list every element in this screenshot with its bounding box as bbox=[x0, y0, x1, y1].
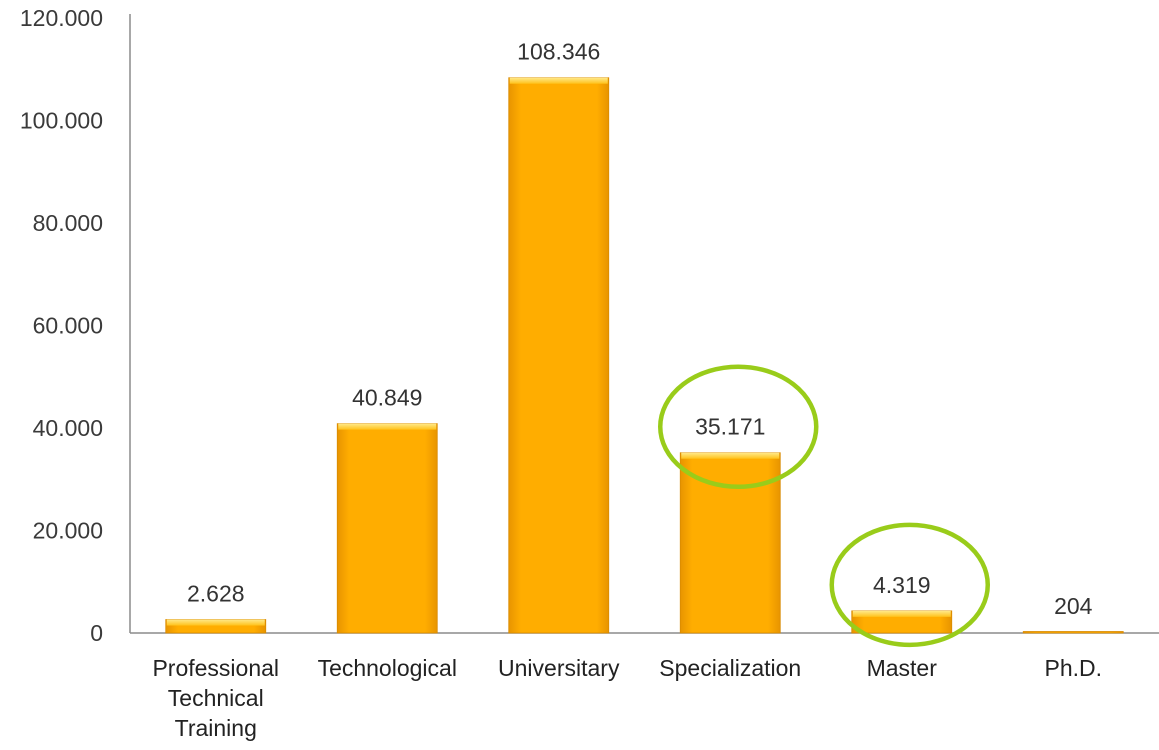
bar-group bbox=[336, 423, 438, 634]
x-category-label: Specialization bbox=[659, 655, 801, 681]
y-tick-label: 0 bbox=[90, 620, 103, 646]
y-tick-label: 100.000 bbox=[20, 108, 103, 134]
y-tick-label: 80.000 bbox=[33, 210, 103, 236]
bar bbox=[1022, 631, 1124, 634]
x-category-label: Training bbox=[175, 715, 257, 741]
x-category-label: Professional bbox=[152, 655, 279, 681]
bar-group bbox=[679, 452, 781, 634]
data-label: 4.319 bbox=[873, 572, 931, 598]
data-label: 2.628 bbox=[187, 581, 245, 607]
x-category-label: Master bbox=[867, 655, 938, 681]
bar-group bbox=[1022, 631, 1124, 634]
y-tick-label: 60.000 bbox=[33, 313, 103, 339]
x-category-label: Universitary bbox=[498, 655, 620, 681]
x-category-label: Technological bbox=[318, 655, 457, 681]
bar-top-highlight bbox=[509, 77, 608, 84]
y-tick-label: 120.000 bbox=[20, 5, 103, 31]
data-label: 40.849 bbox=[352, 385, 422, 411]
bar-top-highlight bbox=[166, 619, 265, 626]
data-label: 35.171 bbox=[695, 414, 765, 440]
y-tick-label: 20.000 bbox=[33, 518, 103, 544]
bar-group bbox=[508, 77, 610, 634]
data-label: 108.346 bbox=[517, 39, 600, 65]
bar-top-highlight bbox=[681, 452, 780, 459]
bar-top-highlight bbox=[852, 610, 951, 617]
bar bbox=[508, 77, 610, 634]
bar bbox=[679, 452, 781, 634]
bar-group bbox=[851, 610, 953, 634]
highlight-ring bbox=[658, 364, 819, 489]
data-label: 204 bbox=[1054, 593, 1093, 619]
x-category-label: Technical bbox=[168, 685, 264, 711]
bar-group bbox=[165, 619, 267, 634]
bar bbox=[336, 423, 438, 634]
bar-top-highlight bbox=[338, 423, 437, 430]
highlight-ring bbox=[829, 522, 990, 648]
x-category-label: Ph.D. bbox=[1044, 655, 1102, 681]
y-tick-label: 40.000 bbox=[33, 415, 103, 441]
